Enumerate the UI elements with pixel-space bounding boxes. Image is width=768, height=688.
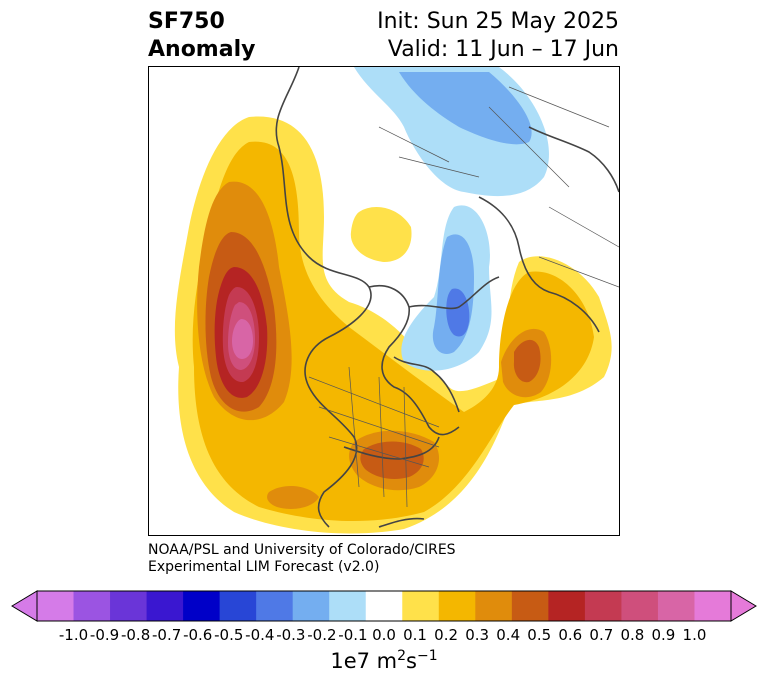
colorbar-segment xyxy=(584,591,622,621)
colorbar-segment xyxy=(219,591,257,621)
colorbar-segment xyxy=(438,591,476,621)
valid-range: Valid: 11 Jun – 17 Jun xyxy=(387,37,619,62)
colorbar-outline xyxy=(36,590,732,622)
anomaly-map xyxy=(148,66,620,536)
colorbar-segment xyxy=(657,591,695,621)
colorbar-tick-label: 0.3 xyxy=(465,626,490,644)
anomaly-contour-arctic-0.1 xyxy=(350,207,412,262)
colorbar-tick-label: -0.7 xyxy=(152,626,182,644)
colorbar-left-arrow xyxy=(11,590,38,622)
colorbar-tick-label: -0.5 xyxy=(214,626,244,644)
colorbar xyxy=(11,590,757,622)
colorbar-tick-label: 1.0 xyxy=(682,626,707,644)
anomaly-contour-siberia-neg-0.2 xyxy=(399,72,532,145)
colorbar-tick-label: 0.8 xyxy=(620,626,645,644)
credit-line-2: Experimental LIM Forecast (v2.0) xyxy=(148,559,380,575)
borders xyxy=(308,86,619,508)
coastlines xyxy=(275,67,619,528)
anomaly-contour-pacific-0.2 xyxy=(192,141,594,522)
colorbar-segment xyxy=(365,591,403,621)
colorbar-tick-label: -0.6 xyxy=(183,626,213,644)
colorbar-tick-label: 0.5 xyxy=(527,626,552,644)
anomaly-contour-europe-neg-0.3 xyxy=(446,288,470,337)
colorbar-segment xyxy=(292,591,330,621)
colorbar-tick-label: -0.3 xyxy=(276,626,306,644)
colorbar-tick-label: -0.1 xyxy=(338,626,368,644)
colorbar-segment xyxy=(621,591,659,621)
title-variable: SF750 xyxy=(148,9,225,34)
colorbar-segment xyxy=(73,591,111,621)
colorbar-segment xyxy=(37,591,75,621)
unit-exp-2: −1 xyxy=(417,648,438,664)
colorbar-right-arrow xyxy=(730,590,757,622)
unit-mid: s xyxy=(406,649,417,673)
anomaly-contour-pacific-0.8 xyxy=(232,319,253,359)
anomaly-contour-europe-0.4 xyxy=(513,339,541,383)
colorbar-segment xyxy=(402,591,440,621)
colorbar-segment xyxy=(110,591,148,621)
colorbar-tick-label: -0.2 xyxy=(307,626,337,644)
colorbar-tick-label: 0.2 xyxy=(434,626,459,644)
map-title: SF750 Anomaly xyxy=(148,8,255,64)
colorbar-segment xyxy=(329,591,367,621)
colorbar-tick-label: 0.6 xyxy=(558,626,583,644)
map-canvas xyxy=(174,67,619,534)
anomaly-contour-sw-0.3 xyxy=(267,485,319,509)
colorbar-unit: 1e7 m2s−1 xyxy=(0,648,768,673)
colorbar-tick-label: 0.4 xyxy=(496,626,521,644)
colorbar-segment xyxy=(256,591,294,621)
colorbar-tick-label: 0.9 xyxy=(651,626,676,644)
colorbar-tick-labels: -1.0 -0.9 -0.8 -0.7 -0.6 -0.5 -0.4 -0.3 -0.2 -0.1… xyxy=(0,626,768,646)
colorbar-tick-label: 0.7 xyxy=(589,626,614,644)
colorbar-segment xyxy=(548,591,586,621)
data-credit: NOAA/PSL and University of Colorado/CIRE… xyxy=(148,542,456,576)
unit-exp-1: 2 xyxy=(397,648,407,664)
colorbar-tick-label: 0.0 xyxy=(372,626,396,644)
credit-line-1: NOAA/PSL and University of Colorado/CIRE… xyxy=(148,542,456,558)
colorbar-segment xyxy=(146,591,184,621)
colorbar-tick-label: -0.9 xyxy=(89,626,120,644)
forecast-dates: Init: Sun 25 May 2025 Valid: 11 Jun – 17… xyxy=(377,8,619,64)
unit-base: 1e7 m xyxy=(330,649,398,673)
colorbar-tick-label: -0.4 xyxy=(245,626,275,644)
colorbar-tick-label: -0.8 xyxy=(120,626,151,644)
colorbar-segment xyxy=(511,591,549,621)
init-date: Init: Sun 25 May 2025 xyxy=(377,9,619,34)
colorbar-tick-label: 0.1 xyxy=(403,626,427,644)
title-anomaly: Anomaly xyxy=(148,37,256,62)
colorbar-segment xyxy=(475,591,513,621)
colorbar-tick-label: -1.0 xyxy=(58,626,89,644)
colorbar-segment xyxy=(694,591,732,621)
colorbar-segment xyxy=(183,591,221,621)
